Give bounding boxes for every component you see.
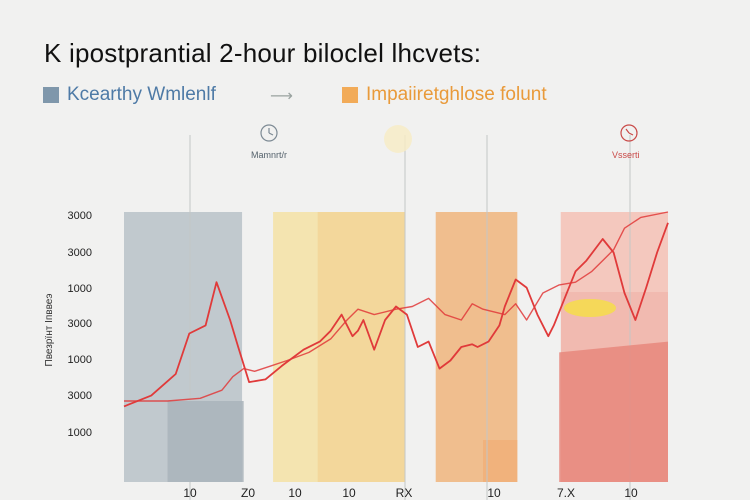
legend-label-impaired: Impaiiretghlose folunt — [366, 84, 547, 105]
series-line-1 — [123, 222, 669, 408]
y-tick-label-5: 1000 — [68, 354, 92, 366]
band-3-notch — [483, 440, 518, 482]
clock-icon-right — [620, 124, 638, 142]
highlight-spot — [564, 299, 616, 317]
legend-swatch-impaired — [342, 87, 358, 103]
x-tick-label-4: 10 — [342, 486, 356, 500]
legend-swatch-healthy — [43, 87, 59, 103]
legend-item-impaired: Impaiiretghlose folunt — [342, 84, 547, 106]
marker-label-left: Mamnrt/r — [251, 150, 287, 160]
highlight-layer — [564, 299, 616, 317]
x-tick-label-1: 10 — [183, 486, 197, 500]
series-line-2 — [124, 211, 669, 402]
legend-label-healthy: Kcearthy Wmlenlf — [67, 84, 216, 105]
y-tick-label-1: 3000 — [68, 210, 92, 222]
x-ticks: 10 Z0 10 10 RX 10 7.X 10 — [183, 486, 638, 500]
x-tick-label-5: RX — [396, 486, 413, 500]
y-tick-label-6: 3000 — [68, 390, 92, 402]
y-tick-label-4: 3000 — [68, 318, 92, 330]
y-axis-label: Пвезрїнт Іпввеэ — [44, 294, 55, 367]
x-tick-label-2: Z0 — [241, 486, 255, 500]
y-tick-label-7: 1000 — [68, 427, 92, 439]
legend-arrow-icon: ⟶ — [270, 88, 293, 105]
legend-item-healthy: Kcearthy Wmlenlf — [43, 84, 216, 106]
y-tick-label-3: 1000 — [68, 283, 92, 295]
area-series-1 — [167, 401, 244, 482]
y-tick-label-2: 3000 — [68, 247, 92, 259]
clock-icon-center — [384, 125, 412, 153]
area-series-2 — [559, 341, 668, 482]
band-2-inner — [317, 212, 405, 482]
area-layer — [167, 341, 668, 482]
x-tick-label-8: 10 — [624, 486, 638, 500]
y-ticks: 3000 3000 1000 3000 1000 3000 1000 — [68, 210, 92, 439]
clock-icon-left — [260, 124, 278, 142]
band-4-top — [560, 212, 668, 292]
lines-layer — [123, 211, 669, 408]
x-tick-label-7: 7.X — [557, 486, 575, 500]
x-tick-label-6: 10 — [487, 486, 501, 500]
marker-label-right: Vsserti — [612, 150, 640, 160]
chart-title: K ipostprantial 2-hour biloclel lhcvets: — [44, 38, 482, 68]
x-tick-label-3: 10 — [288, 486, 302, 500]
